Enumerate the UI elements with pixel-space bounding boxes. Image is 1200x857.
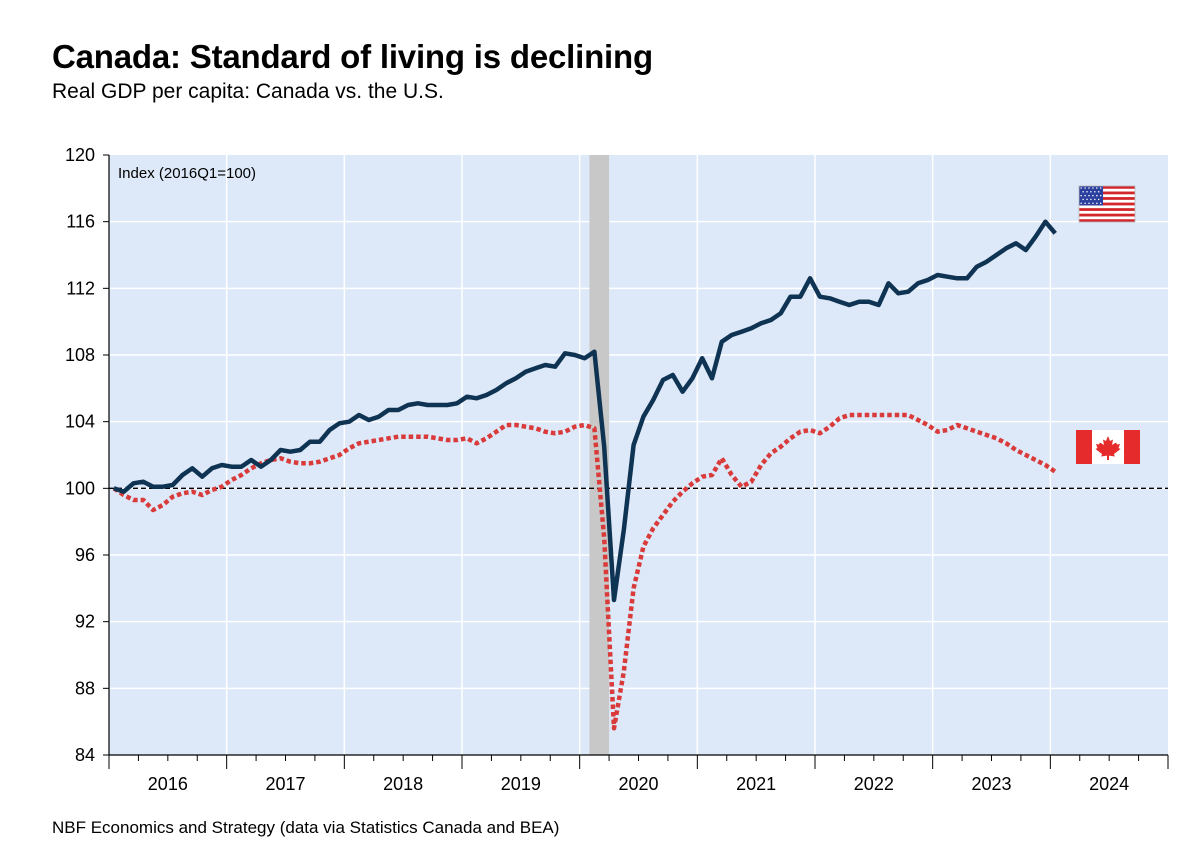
y-tick-label: 120 — [65, 145, 95, 165]
canada-series-line — [112, 412, 1057, 731]
series-group — [112, 219, 1057, 731]
x-tick-label: 2018 — [383, 774, 423, 794]
x-tick-label: 2019 — [501, 774, 541, 794]
y-tick-label: 104 — [65, 412, 95, 432]
y-tick-label: 96 — [75, 545, 95, 565]
x-tick-label: 2024 — [1089, 774, 1129, 794]
plot-area — [109, 155, 1168, 755]
source-note: NBF Economics and Strategy (data via Sta… — [52, 818, 560, 837]
x-tick-label: 2021 — [736, 774, 776, 794]
y-tick-label: 88 — [75, 678, 95, 698]
y-tick-label: 112 — [66, 278, 95, 298]
unit-label: Index (2016Q1=100) — [118, 165, 256, 182]
axes — [103, 154, 1169, 769]
x-tick-label: 2020 — [618, 774, 658, 794]
us-flag-icon — [1078, 185, 1136, 223]
y-tick-label: 100 — [65, 478, 95, 498]
recession-shading — [589, 155, 610, 755]
chart-title: Canada: Standard of living is declining — [52, 38, 653, 75]
chart-subtitle: Real GDP per capita: Canada vs. the U.S. — [52, 80, 444, 103]
y-tick-label: 92 — [75, 612, 95, 632]
x-tick-label: 2016 — [148, 774, 188, 794]
tick-labels: 84 88 92 96 100 104 108 112 116 120 2016 2017 2018 20… — [65, 145, 1129, 794]
x-tick-label: 2022 — [854, 774, 894, 794]
us-series-line — [113, 219, 1057, 603]
x-tick-label: 2017 — [265, 774, 305, 794]
x-tick-label: 2023 — [971, 774, 1011, 794]
y-tick-label: 116 — [66, 212, 95, 232]
y-tick-label: 84 — [75, 745, 95, 765]
y-tick-label: 108 — [65, 345, 95, 365]
canada-flag-icon — [1076, 430, 1140, 464]
